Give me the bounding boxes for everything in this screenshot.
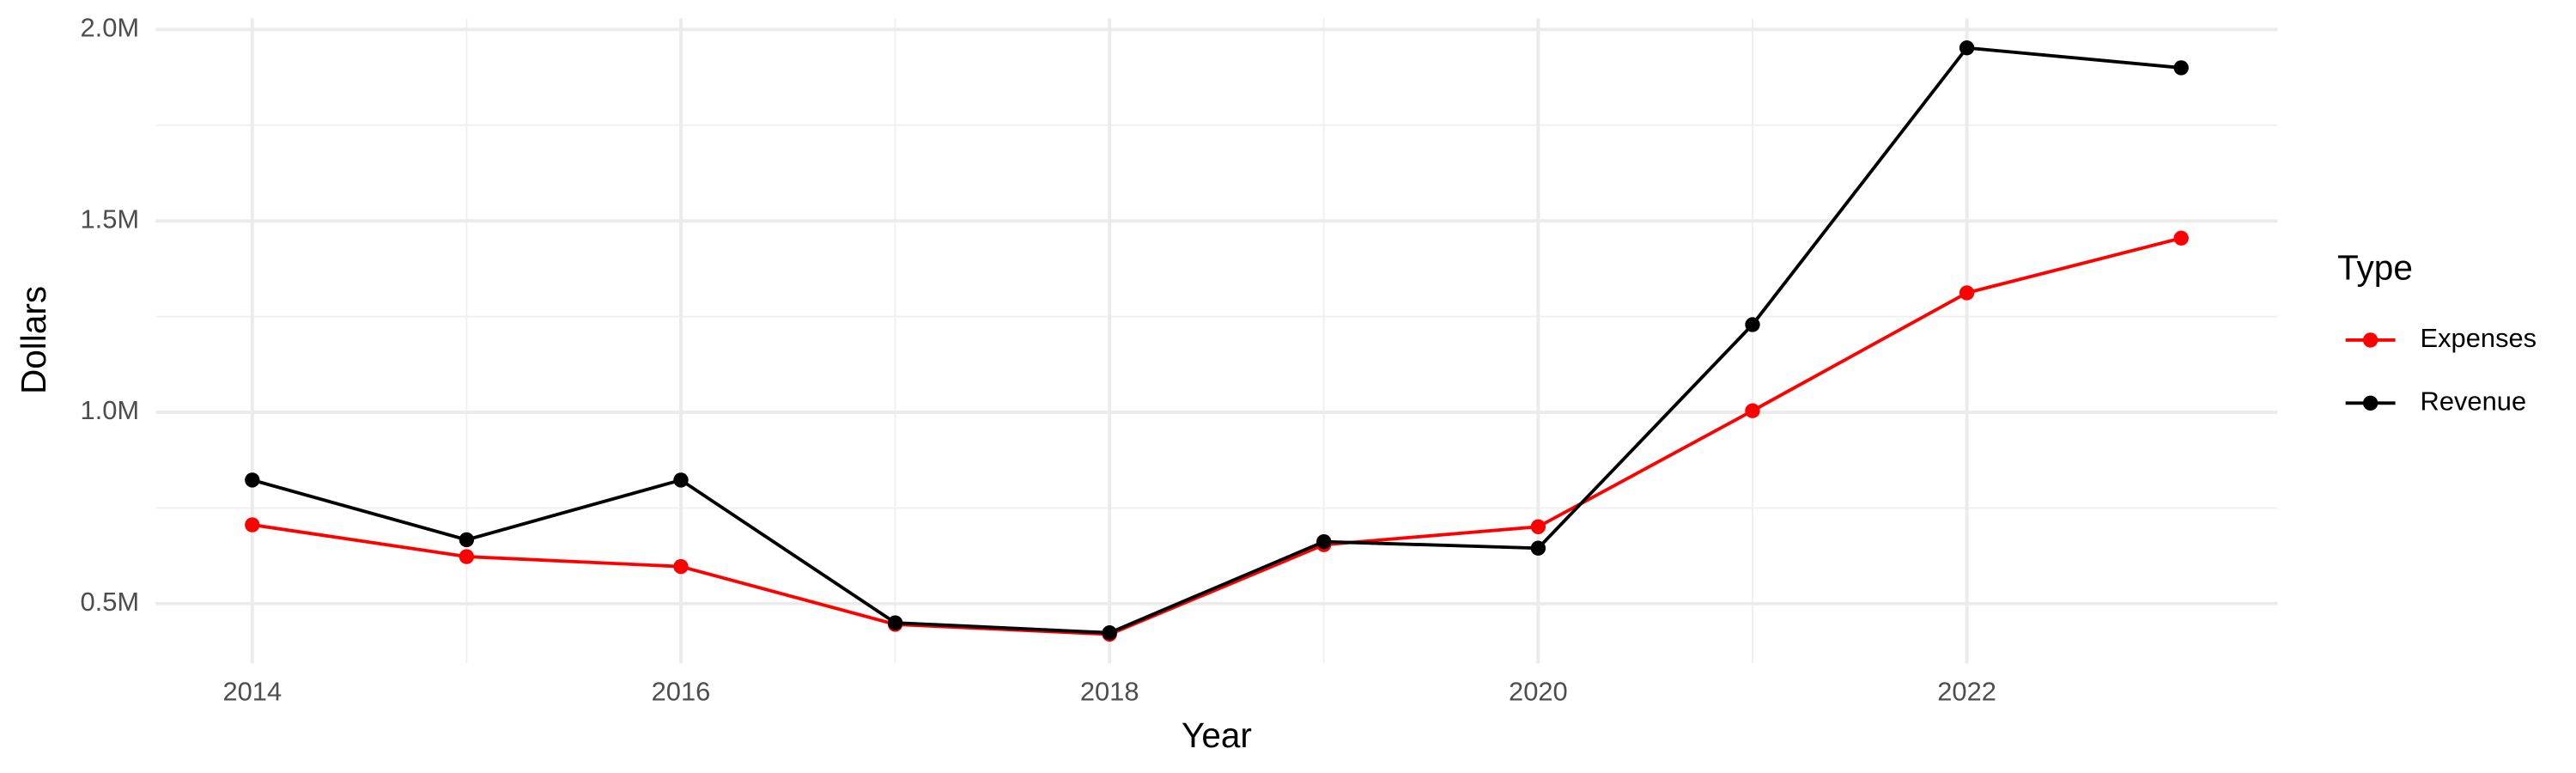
line [252, 236, 2182, 636]
y-tick-label: 1.0M [81, 395, 140, 425]
legend-label: Revenue [2421, 386, 2527, 416]
y-tick-label: 0.5M [81, 587, 140, 617]
point [459, 549, 475, 564]
point [1530, 540, 1546, 556]
point [1745, 403, 1760, 418]
x-tick-label: 2018 [1080, 676, 1139, 706]
point [2173, 60, 2189, 76]
x-axis-label: Year [1182, 715, 1252, 755]
y-tick-label: 2.0M [81, 13, 140, 43]
point [1959, 40, 1975, 56]
point [1530, 519, 1546, 534]
grid [155, 18, 2278, 664]
legend-point [2362, 395, 2379, 411]
point [673, 558, 689, 575]
legend-point [2362, 332, 2379, 348]
point [1745, 317, 1760, 332]
x-tick-label: 2022 [1937, 676, 1996, 706]
legend-title: Type [2337, 248, 2413, 288]
point [245, 472, 260, 488]
line [252, 46, 2182, 635]
y-tick-label: 1.5M [81, 204, 140, 234]
x-tick-label: 2014 [222, 676, 282, 706]
point [887, 615, 903, 630]
y-axis-label: Dollars [14, 286, 53, 394]
point [245, 517, 260, 533]
point [1959, 285, 1975, 301]
legend-label: Expenses [2421, 323, 2537, 353]
point [673, 472, 689, 488]
point [1102, 625, 1117, 641]
x-tick-label: 2020 [1509, 676, 1568, 706]
x-tick-label: 2016 [652, 676, 711, 706]
point [2173, 230, 2189, 246]
point [1316, 533, 1332, 550]
point [459, 532, 475, 548]
